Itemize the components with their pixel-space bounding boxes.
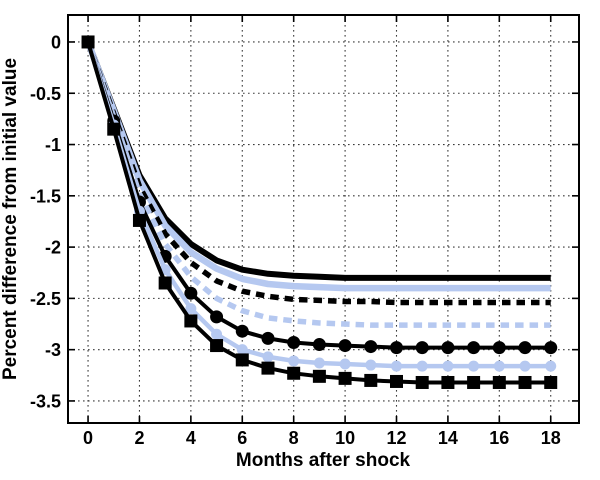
plot-area: 0 2 4 6 8 10 12 14 16 18 0 -0.5 -1 -1.5 -2 -2.5 -3 -3.5	[30, 14, 580, 448]
square-marker	[287, 366, 301, 380]
circle-marker	[492, 341, 506, 355]
y-tick-label: -1	[45, 135, 61, 155]
circle-marker	[545, 360, 557, 372]
series-line	[85, 40, 551, 281]
x-tick-label: 10	[335, 428, 355, 448]
square-marker	[364, 373, 378, 387]
square-marker	[544, 375, 558, 389]
square-marker	[492, 375, 506, 389]
circle-marker	[313, 357, 325, 369]
circle-marker	[390, 341, 403, 355]
circle-marker	[236, 344, 248, 356]
y-tick-label: -0.5	[30, 84, 61, 104]
series-dashed-black	[85, 41, 551, 306]
series-line	[84, 40, 551, 292]
circle-marker	[338, 339, 352, 353]
series-line	[85, 41, 551, 328]
y-tick-label: -2	[45, 238, 61, 258]
x-tick-label: 12	[386, 428, 406, 448]
square-marker	[235, 353, 249, 367]
square-marker	[441, 375, 455, 389]
circle-marker	[544, 341, 558, 355]
square-marker	[158, 276, 172, 290]
circle-marker	[235, 324, 249, 338]
circle-marker	[467, 341, 481, 355]
circle-marker	[441, 341, 455, 355]
x-tick-label: 4	[186, 428, 196, 448]
x-tick-label: 14	[438, 428, 458, 448]
circle-marker	[468, 360, 480, 372]
square-marker	[312, 369, 326, 383]
square-marker	[467, 375, 481, 389]
circle-marker	[211, 328, 223, 340]
circle-marker	[493, 360, 505, 372]
y-tick-label: -2.5	[30, 289, 61, 309]
circle-marker	[519, 360, 531, 372]
square-marker	[261, 361, 275, 375]
square-marker	[415, 375, 429, 389]
series-solid-lightblue-thick	[84, 40, 551, 292]
x-tick-label: 2	[134, 428, 144, 448]
y-axis-title: Percent difference from initial value	[0, 58, 21, 380]
x-axis-title: Months after shock	[236, 450, 411, 471]
circle-marker	[185, 303, 197, 315]
circle-marker	[415, 341, 429, 355]
x-tick-label: 0	[83, 428, 93, 448]
circle-marker	[288, 355, 300, 367]
square-marker	[338, 371, 352, 385]
square-marker	[132, 213, 146, 227]
square-marker	[390, 374, 403, 388]
circle-marker	[262, 351, 274, 363]
series-dashed-lightblue	[85, 41, 551, 328]
circle-marker	[184, 286, 198, 300]
square-marker	[518, 375, 532, 389]
square-marker	[210, 339, 224, 353]
x-tick-label: 16	[489, 428, 509, 448]
circle-marker	[287, 335, 301, 349]
circle-marker	[312, 338, 326, 352]
circle-marker	[365, 359, 377, 371]
series-solid-black-thick	[85, 40, 551, 281]
circle-marker	[364, 340, 378, 354]
circle-marker	[416, 360, 428, 372]
circle-marker	[261, 331, 275, 345]
square-marker	[184, 314, 198, 328]
y-tick-label: -3.5	[30, 391, 61, 411]
x-tick-label: 8	[289, 428, 299, 448]
y-tick-label: 0	[51, 32, 61, 52]
y-tick-label: -3	[45, 340, 61, 360]
square-marker	[81, 35, 95, 49]
circle-marker	[442, 360, 454, 372]
square-marker	[107, 122, 121, 136]
axes-border	[67, 14, 580, 424]
x-tick-label: 18	[541, 428, 561, 448]
circle-marker	[210, 310, 224, 324]
series-black-square-markers	[81, 35, 558, 389]
x-tick-label: 6	[237, 428, 247, 448]
circle-marker	[391, 360, 402, 372]
series-lightblue-circle-markers	[82, 36, 557, 372]
circle-marker	[339, 358, 351, 370]
series-line	[85, 41, 551, 306]
circle-marker	[518, 341, 532, 355]
y-tick-label: -1.5	[30, 186, 61, 206]
